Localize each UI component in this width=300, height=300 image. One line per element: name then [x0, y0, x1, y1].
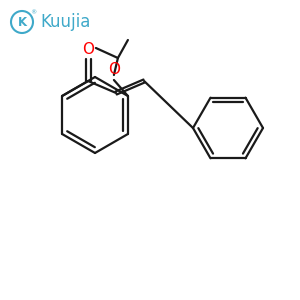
Text: O: O [82, 41, 94, 56]
Text: K: K [17, 16, 27, 28]
Text: O: O [108, 62, 120, 77]
Text: Kuujia: Kuujia [40, 13, 90, 31]
Text: ®: ® [30, 11, 36, 16]
